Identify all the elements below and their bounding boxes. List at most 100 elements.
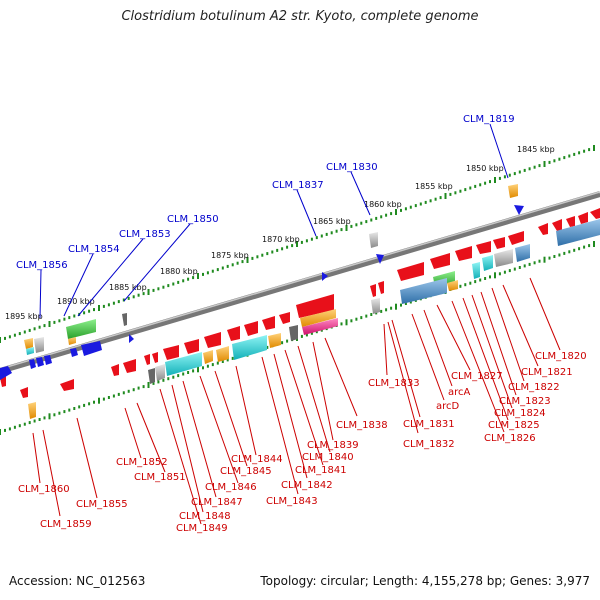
gene-arrow	[123, 359, 136, 373]
callout-line	[214, 370, 248, 467]
scale-dot	[83, 311, 86, 315]
callout-line	[471, 294, 513, 409]
scale-dot	[533, 261, 536, 265]
scale-dot	[73, 314, 76, 318]
gene-arrow	[538, 223, 548, 235]
scale-major-tick	[48, 321, 51, 327]
gene-label[interactable]: CLM_1827	[451, 371, 503, 382]
gene-label[interactable]: CLM_1851	[134, 472, 186, 483]
gene-label[interactable]: CLM_1846	[205, 482, 257, 493]
gene-label[interactable]: arcD	[436, 401, 460, 412]
scale-dot	[231, 356, 234, 360]
gene-arrow	[60, 379, 74, 391]
gene-label[interactable]: CLM_1831	[403, 419, 455, 430]
scale-dot	[216, 268, 219, 272]
gene-label[interactable]: CLM_1833	[368, 378, 420, 389]
scale-dot	[563, 251, 566, 255]
scale-dot	[286, 245, 289, 249]
scale-dot	[558, 253, 561, 257]
scale-dot	[93, 308, 95, 312]
gene-label[interactable]: CLM_1838	[336, 420, 388, 431]
scale-dot	[350, 319, 353, 323]
scale-dot	[177, 280, 180, 284]
gene-label[interactable]: CLM_1825	[488, 420, 540, 431]
gene-label[interactable]: CLM_1820	[535, 351, 587, 362]
callout-line	[387, 321, 419, 434]
scale-dot	[58, 411, 61, 415]
gene-label[interactable]: CLM_1856	[16, 260, 68, 271]
scale-dot	[182, 279, 185, 283]
gene-label[interactable]: CLM_1832	[403, 439, 455, 450]
callout-lines-bottom	[32, 277, 561, 525]
gene-arrow	[578, 212, 588, 224]
gene-label[interactable]: CLM_1848	[179, 511, 231, 522]
gene-label[interactable]: CLM_1847	[191, 497, 243, 508]
gene-label[interactable]: CLM_1853	[119, 229, 171, 240]
scale-dot	[241, 260, 244, 264]
scale-dot	[548, 256, 551, 260]
gene-label[interactable]: CLM_1859	[40, 519, 92, 530]
gene-label[interactable]: CLM_1824	[494, 408, 546, 419]
gene-label[interactable]: CLM_1850	[167, 214, 219, 225]
gene-label[interactable]: CLM_1855	[76, 499, 128, 510]
callout-line	[159, 388, 202, 525]
scale-dot	[28, 328, 31, 332]
gene-label[interactable]: CLM_1822	[508, 382, 560, 393]
gene-arrow-forward	[70, 348, 78, 357]
scale-dot	[573, 248, 576, 252]
scale-dot	[33, 327, 36, 331]
gene-label[interactable]: CLM_1826	[484, 433, 536, 444]
feature-block-orange	[300, 309, 336, 327]
scale-dot	[157, 287, 160, 291]
scale-major-tick	[147, 289, 150, 295]
gene-label[interactable]: CLM_1842	[281, 480, 333, 491]
scale-major-tick	[444, 193, 447, 199]
scale-major-tick	[98, 305, 100, 311]
gene-label[interactable]: CLM_1852	[116, 457, 168, 468]
scale-dot	[404, 207, 407, 211]
scale-dot	[330, 231, 333, 235]
scale-dot	[429, 199, 432, 203]
feature-block-gray	[148, 368, 155, 384]
callout-line	[199, 375, 239, 484]
scale-dot	[484, 277, 487, 280]
gene-label[interactable]: CLM_1830	[326, 162, 378, 173]
gene-label[interactable]: CLM_1849	[176, 523, 228, 534]
gene-arrow	[262, 316, 275, 330]
gene-label[interactable]: CLM_1845	[220, 466, 272, 477]
scale-dot	[474, 184, 477, 188]
feature-block-gray	[155, 364, 165, 381]
gene-label[interactable]: CLM_1819	[463, 114, 515, 125]
scale-dot	[177, 374, 180, 378]
scale-dot	[68, 316, 71, 320]
scale-dot	[127, 389, 130, 393]
scale-dot	[291, 244, 294, 248]
gene-label[interactable]: CLM_1841	[295, 465, 347, 476]
gene-label[interactable]: CLM_1844	[231, 454, 283, 465]
scale-dot	[518, 170, 521, 174]
gene-label[interactable]: CLM_1860	[18, 484, 70, 495]
feature-block-orange	[508, 184, 518, 198]
scale-dot	[107, 303, 110, 307]
gene-label[interactable]: CLM_1839	[307, 440, 359, 451]
scale-dot	[88, 309, 91, 313]
gene-arrow-forward	[81, 341, 102, 356]
scale-dot	[211, 269, 214, 273]
gene-label[interactable]: CLM_1821	[521, 367, 573, 378]
gene-label[interactable]: CLM_1837	[272, 180, 324, 191]
scale-major-tick	[593, 145, 595, 151]
gene-label[interactable]: arcA	[448, 387, 471, 398]
callout-line	[391, 319, 421, 418]
gene-label[interactable]: CLM_1840	[302, 452, 354, 463]
gene-label[interactable]: CLM_1854	[68, 244, 120, 255]
scale-dot	[375, 216, 378, 220]
scale-major-tick	[395, 209, 397, 215]
gene-arrow	[144, 354, 150, 365]
scale-dot	[548, 160, 551, 164]
scale-major-tick	[345, 319, 348, 326]
scale-dot	[172, 375, 175, 379]
scale-dot	[385, 308, 388, 312]
gene-label[interactable]: CLM_1823	[499, 396, 551, 407]
scale-dot	[281, 341, 284, 345]
gene-label[interactable]: CLM_1843	[266, 496, 318, 507]
